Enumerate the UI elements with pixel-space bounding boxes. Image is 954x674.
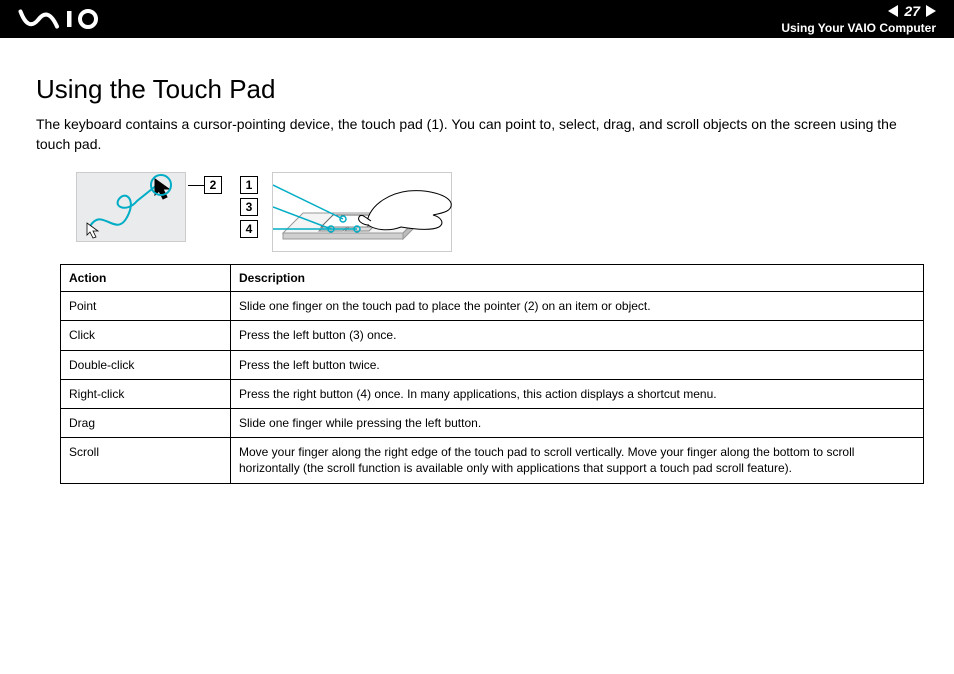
- table-row: Right-click Press the right button (4) o…: [61, 379, 924, 408]
- table-header-row: Action Description: [61, 265, 924, 292]
- vaio-logo-svg: [18, 9, 118, 29]
- cell-description: Slide one finger while pressing the left…: [231, 408, 924, 437]
- header-right: 27 Using Your VAIO Computer: [781, 3, 936, 35]
- illustration-touchpad-panel: [272, 172, 452, 252]
- section-title: Using Your VAIO Computer: [781, 21, 936, 35]
- cell-description: Press the right button (4) once. In many…: [231, 379, 924, 408]
- header-bar: 27 Using Your VAIO Computer: [0, 0, 954, 38]
- table-row: Point Slide one finger on the touch pad …: [61, 292, 924, 321]
- page-title: Using the Touch Pad: [36, 74, 918, 105]
- callout-box-1: 1: [240, 176, 258, 194]
- intro-text: The keyboard contains a cursor-pointing …: [36, 115, 918, 154]
- cell-action: Scroll: [61, 438, 231, 483]
- callout-column: 1 3 4: [240, 176, 258, 238]
- cell-action: Click: [61, 321, 231, 350]
- callout-box-2: 2: [204, 176, 222, 194]
- cell-action: Right-click: [61, 379, 231, 408]
- callout-box-3: 3: [240, 198, 258, 216]
- col-description: Description: [231, 265, 924, 292]
- col-action: Action: [61, 265, 231, 292]
- pager: 27: [888, 3, 936, 19]
- illustration-cursor-panel: 2: [76, 172, 186, 242]
- cell-action: Point: [61, 292, 231, 321]
- page-number: 27: [904, 3, 920, 19]
- actions-table: Action Description Point Slide one finge…: [60, 264, 924, 483]
- table-row: Click Press the left button (3) once.: [61, 321, 924, 350]
- cell-action: Double-click: [61, 350, 231, 379]
- table-row: Double-click Press the left button twice…: [61, 350, 924, 379]
- callout-box-4: 4: [240, 220, 258, 238]
- table-row: Drag Slide one finger while pressing the…: [61, 408, 924, 437]
- cell-action: Drag: [61, 408, 231, 437]
- next-page-arrow-icon[interactable]: [926, 5, 936, 17]
- page-content: Using the Touch Pad The keyboard contain…: [0, 38, 954, 484]
- cell-description: Slide one finger on the touch pad to pla…: [231, 292, 924, 321]
- table-row: Scroll Move your finger along the right …: [61, 438, 924, 483]
- cursor-trail-icon: [77, 173, 187, 243]
- cell-description: Press the left button twice.: [231, 350, 924, 379]
- illustration-row: 2 1 3 4: [76, 172, 918, 252]
- callout-2: 2: [188, 176, 222, 194]
- cell-description: Move your finger along the right edge of…: [231, 438, 924, 483]
- touchpad-hand-icon: [273, 173, 453, 253]
- vaio-logo: [18, 9, 118, 29]
- cell-description: Press the left button (3) once.: [231, 321, 924, 350]
- prev-page-arrow-icon[interactable]: [888, 5, 898, 17]
